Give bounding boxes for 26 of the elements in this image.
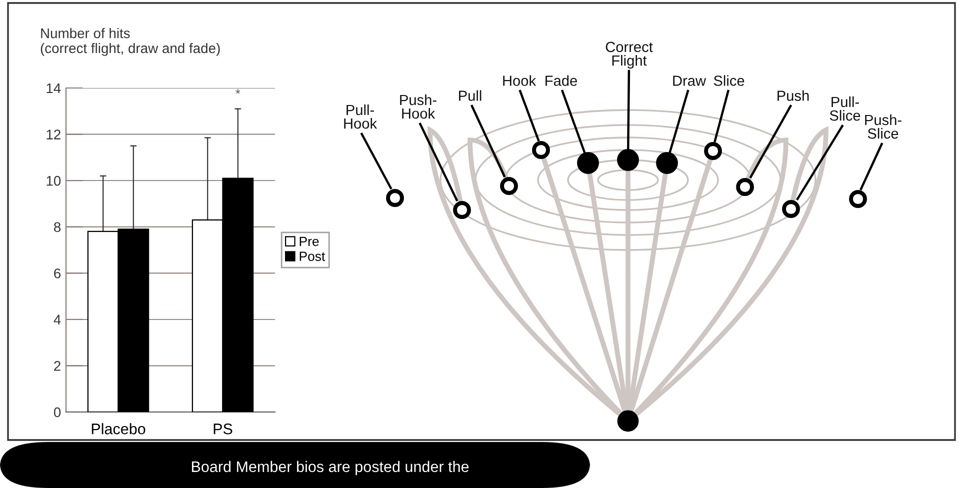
text: Push- Hook bbox=[400, 94, 436, 119]
x-tick-label: PS bbox=[214, 424, 232, 434]
text: Correct Flight bbox=[606, 42, 653, 69]
text: Push- Slice bbox=[865, 114, 902, 139]
text: Push bbox=[778, 90, 809, 101]
y-tick-label: 0 bbox=[54, 407, 61, 418]
y-tick-label: 6 bbox=[54, 268, 61, 278]
text: Pull bbox=[459, 90, 482, 101]
text: Draw bbox=[673, 76, 706, 86]
text: Pull- Hook bbox=[344, 104, 378, 129]
annotation: * bbox=[236, 89, 240, 94]
y-tick-label: 14 bbox=[46, 83, 61, 94]
text: Slice bbox=[714, 75, 744, 86]
y-tick-label: 4 bbox=[54, 314, 61, 324]
legend-label: Post bbox=[300, 252, 326, 262]
y-tick-label: 2 bbox=[54, 361, 60, 371]
text: Fade bbox=[546, 75, 577, 86]
text: Board Member bios are posted under the bbox=[192, 460, 469, 476]
y-tick-label: 10 bbox=[46, 176, 61, 186]
legend-label: Pre bbox=[300, 236, 319, 246]
x-tick-label: Placebo bbox=[92, 423, 146, 434]
y-tick-label: 8 bbox=[54, 222, 61, 232]
y-axis-title: Number of hits (correct flight, draw and fade) bbox=[40, 28, 220, 56]
text: Hook bbox=[503, 75, 536, 86]
y-tick-label: 12 bbox=[46, 130, 60, 140]
text: Pull- Slice bbox=[830, 96, 860, 121]
